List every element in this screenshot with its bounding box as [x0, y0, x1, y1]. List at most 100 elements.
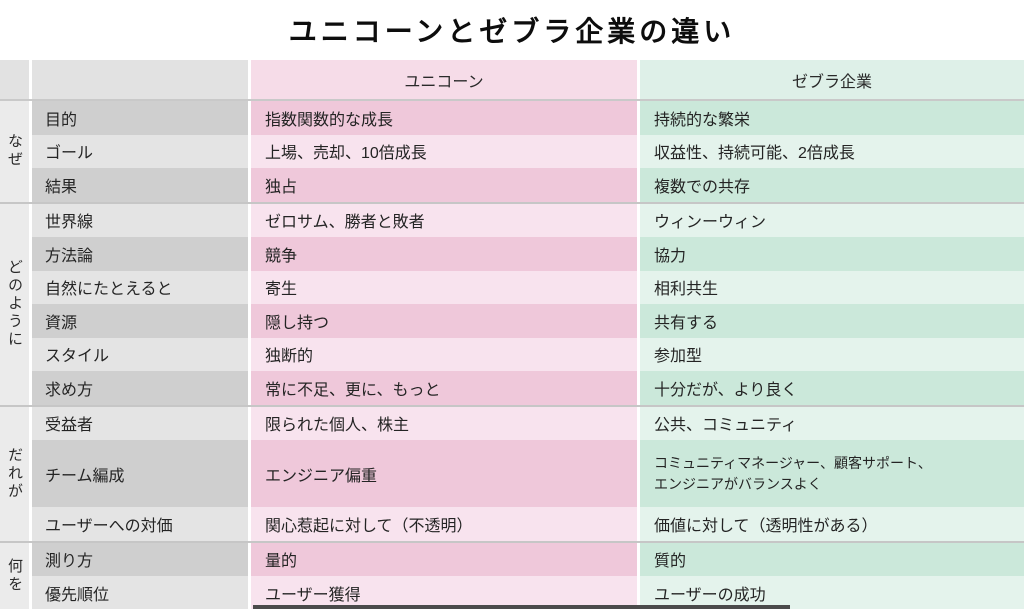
column-gap — [637, 507, 640, 541]
row-label-cell: 世界線 — [32, 203, 248, 237]
column-gap — [248, 168, 251, 202]
zebra-value-cell: 参加型 — [640, 337, 1024, 371]
row-label-cell: 受益者 — [32, 406, 248, 440]
column-gap — [29, 542, 32, 609]
table-row: ユーザーへの対価 関心惹起に対して（不透明） 価値に対して（透明性がある） — [32, 507, 1024, 541]
column-gap — [29, 101, 32, 202]
zebra-value-cell: ウィンーウィン — [640, 203, 1024, 237]
page-title: ユニコーンとゼブラ企業の違い — [288, 16, 736, 47]
group-label: 何を — [6, 558, 23, 594]
unicorn-value-cell: 限られた個人、株主 — [251, 406, 637, 440]
section-rows: 受益者 限られた個人、株主 公共、コミュニティ チーム編成 エンジニア偏重 コミュニティマ… — [32, 406, 1024, 541]
column-gap — [637, 542, 640, 576]
section-rows: 目的 指数関数的な成長 持続的な繁栄 ゴール 上場、売却、10倍成長 収益性、持続可能、2… — [32, 101, 1024, 202]
header-cell-group-empty — [0, 60, 29, 99]
table-section-0: なぜ 目的 指数関数的な成長 持続的な繁栄 ゴール 上場、売却、10倍成長 収益性、持続可能… — [0, 101, 1024, 202]
column-gap — [248, 576, 251, 609]
zebra-value-cell: 質的 — [640, 542, 1024, 576]
table-header-row: ユニコーン ゼブラ企業 — [0, 60, 1024, 99]
cutoff-bottom-bar — [253, 605, 790, 609]
column-gap — [637, 576, 640, 609]
column-gap — [637, 337, 640, 371]
section-rows: 世界線 ゼロサム、勝者と敗者 ウィンーウィン 方法論 競争 協力 自然にたとえると 寄生 相利共… — [32, 203, 1024, 405]
table-section-3: 何を 測り方 量的 質的 優先順位 ユーザー獲得 ユーザーの成功 — [0, 540, 1024, 609]
column-gap — [248, 203, 251, 237]
group-label: どのように — [6, 259, 23, 349]
zebra-value-cell: 共有する — [640, 304, 1024, 338]
table-row: 受益者 限られた個人、株主 公共、コミュニティ — [32, 406, 1024, 440]
group-label: だれが — [6, 446, 23, 501]
column-gap — [637, 203, 640, 237]
column-gap — [29, 60, 32, 99]
row-label-cell: 資源 — [32, 304, 248, 338]
column-gap — [248, 406, 251, 440]
header-divider — [0, 99, 1024, 101]
table-section-2: だれが 受益者 限られた個人、株主 公共、コミュニティ チーム編成 エンジニア偏重 コミュニ… — [0, 404, 1024, 541]
unicorn-value-cell: 上場、売却、10倍成長 — [251, 134, 637, 168]
zebra-value-cell: 相利共生 — [640, 270, 1024, 304]
table-row: スタイル 独断的 参加型 — [32, 337, 1024, 371]
unicorn-value-cell: 常に不足、更に、もっと — [251, 371, 637, 405]
column-gap — [29, 406, 32, 541]
table-row: チーム編成 エンジニア偏重 コミュニティマネージャー、顧客サポート、 エンジニアがバ… — [32, 440, 1024, 507]
zebra-value-cell: 持続的な繁栄 — [640, 101, 1024, 135]
column-gap — [637, 440, 640, 507]
zebra-value-cell: コミュニティマネージャー、顧客サポート、 エンジニアがバランスよく — [640, 440, 1024, 507]
column-gap — [637, 237, 640, 271]
column-gap — [248, 371, 251, 405]
row-label-cell: 目的 — [32, 101, 248, 135]
group-label-cell: なぜ — [0, 101, 29, 202]
zebra-value-cell: ユーザーの成功 — [640, 576, 1024, 609]
column-gap — [29, 203, 32, 405]
table-body: なぜ 目的 指数関数的な成長 持続的な繁栄 ゴール 上場、売却、10倍成長 収益性、持続可能… — [0, 101, 1024, 609]
column-gap — [248, 101, 251, 135]
unicorn-value-cell: 独断的 — [251, 337, 637, 371]
header-cell-unicorn: ユニコーン — [251, 60, 637, 99]
column-gap — [248, 270, 251, 304]
column-gap — [248, 237, 251, 271]
unicorn-value-cell: エンジニア偏重 — [251, 440, 637, 507]
row-label-cell: 優先順位 — [32, 576, 248, 609]
zebra-value-cell: 公共、コミュニティ — [640, 406, 1024, 440]
table-row: 目的 指数関数的な成長 持続的な繁栄 — [32, 101, 1024, 135]
table-row: 測り方 量的 質的 — [32, 542, 1024, 576]
zebra-value-cell: 収益性、持続可能、2倍成長 — [640, 134, 1024, 168]
unicorn-value-cell: 寄生 — [251, 270, 637, 304]
column-gap — [637, 101, 640, 135]
column-gap — [248, 507, 251, 541]
unicorn-value-cell: 指数関数的な成長 — [251, 101, 637, 135]
column-gap — [248, 542, 251, 576]
unicorn-value-cell: 競争 — [251, 237, 637, 271]
column-gap — [248, 337, 251, 371]
row-label-cell: 求め方 — [32, 371, 248, 405]
column-gap — [248, 60, 251, 99]
table-row: 自然にたとえると 寄生 相利共生 — [32, 270, 1024, 304]
table-row: ゴール 上場、売却、10倍成長 収益性、持続可能、2倍成長 — [32, 134, 1024, 168]
comparison-table: ユニコーン ゼブラ企業 なぜ 目的 指数関数的な成長 持続的な繁栄 ゴール 上場、売却、1… — [0, 60, 1024, 609]
column-gap — [637, 168, 640, 202]
column-gap — [248, 304, 251, 338]
table-row: 求め方 常に不足、更に、もっと 十分だが、より良く — [32, 371, 1024, 405]
row-label-cell: 方法論 — [32, 237, 248, 271]
header-cell-label-empty — [32, 60, 248, 99]
group-label-cell: だれが — [0, 406, 29, 541]
zebra-value-cell: 複数での共存 — [640, 168, 1024, 202]
row-label-cell: ユーザーへの対価 — [32, 507, 248, 541]
unicorn-value-cell: 量的 — [251, 542, 637, 576]
row-label-cell: 自然にたとえると — [32, 270, 248, 304]
unicorn-value-cell: ゼロサム、勝者と敗者 — [251, 203, 637, 237]
unicorn-value-cell: 独占 — [251, 168, 637, 202]
table-row: 資源 隠し持つ 共有する — [32, 304, 1024, 338]
column-gap — [637, 371, 640, 405]
group-label-cell: どのように — [0, 203, 29, 405]
unicorn-value-cell: ユーザー獲得 — [251, 576, 637, 609]
group-label: なぜ — [6, 133, 23, 170]
unicorn-value-cell: 関心惹起に対して（不透明） — [251, 507, 637, 541]
header-cell-zebra: ゼブラ企業 — [640, 60, 1024, 99]
table-row: 世界線 ゼロサム、勝者と敗者 ウィンーウィン — [32, 203, 1024, 237]
table-row: 結果 独占 複数での共存 — [32, 168, 1024, 202]
zebra-value-cell: 協力 — [640, 237, 1024, 271]
table-section-1: どのように 世界線 ゼロサム、勝者と敗者 ウィンーウィン 方法論 競争 協力 自然にたとえると… — [0, 201, 1024, 405]
section-rows: 測り方 量的 質的 優先順位 ユーザー獲得 ユーザーの成功 — [32, 542, 1024, 609]
row-label-cell: 測り方 — [32, 542, 248, 576]
